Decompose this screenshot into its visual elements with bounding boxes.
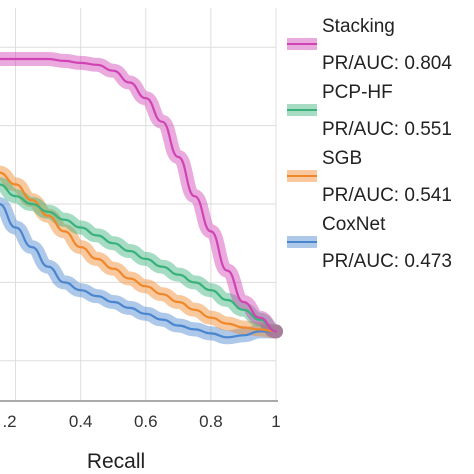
legend-auc-value: PR/AUC: 0.804 xyxy=(322,53,452,74)
series-line xyxy=(0,203,278,339)
grid-lines xyxy=(0,8,277,400)
x-tick-label: 0.8 xyxy=(199,412,223,431)
x-tick-label: .2 xyxy=(2,412,16,431)
legend-series-name: PCP-HF xyxy=(322,82,393,103)
legend: Stacking PR/AUC: 0.804 PCP-HF PR/AUC: 0.551… xyxy=(287,16,452,272)
legend-series-name: Stacking xyxy=(322,16,395,37)
x-tick-label: 1 xyxy=(271,412,280,431)
series-line xyxy=(0,57,278,333)
legend-auc-value: PR/AUC: 0.551 xyxy=(322,119,452,140)
legend-auc-value: PR/AUC: 0.473 xyxy=(322,251,452,272)
confidence-bands xyxy=(0,52,283,345)
legend-series-name: SGB xyxy=(322,148,362,169)
x-tick-label: 0.4 xyxy=(69,412,93,431)
series-line xyxy=(0,183,278,333)
series-lines xyxy=(0,57,278,339)
legend-auc-value: PR/AUC: 0.541 xyxy=(322,185,452,206)
x-tick-labels: .2 0.4 0.6 0.8 1 xyxy=(2,412,280,431)
x-axis-label: Recall xyxy=(87,450,145,473)
legend-series-name: CoxNet xyxy=(322,214,386,235)
series-line xyxy=(0,171,278,333)
x-tick-label: 0.6 xyxy=(134,412,158,431)
